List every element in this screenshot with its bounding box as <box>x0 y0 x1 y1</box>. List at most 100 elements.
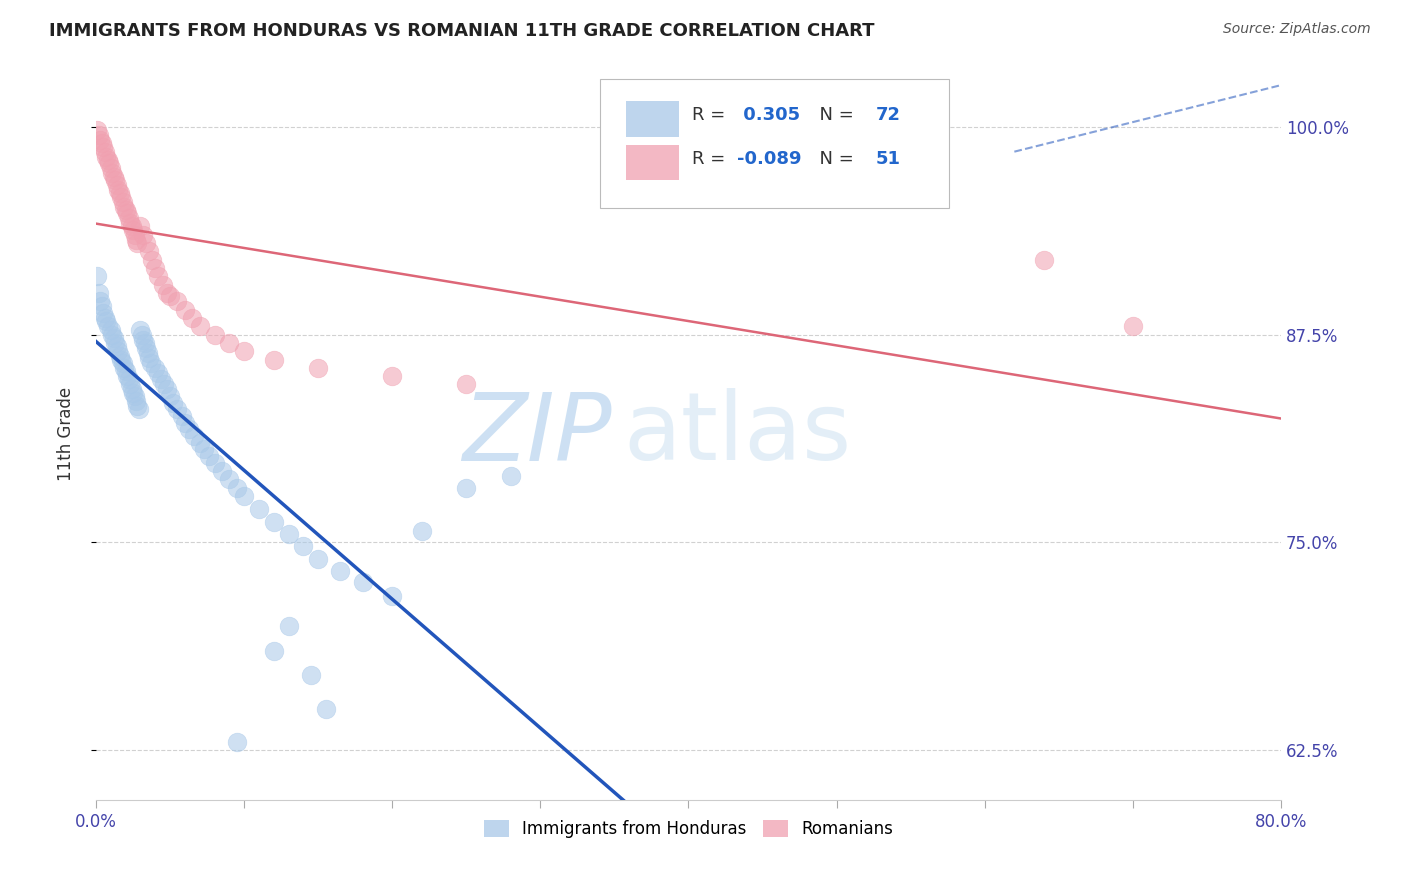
Point <box>225 735 247 749</box>
Point <box>108 186 131 201</box>
Point <box>218 472 240 486</box>
Point <box>134 335 156 350</box>
Point <box>89 294 111 309</box>
Point <box>117 211 139 226</box>
Text: 0.305: 0.305 <box>737 105 800 124</box>
Point <box>121 383 143 397</box>
Point <box>108 349 131 363</box>
Point <box>122 223 145 237</box>
Point <box>135 236 157 251</box>
Point <box>352 575 374 590</box>
Text: 72: 72 <box>876 105 901 124</box>
Point <box>159 289 181 303</box>
Legend: Immigrants from Honduras, Romanians: Immigrants from Honduras, Romanians <box>477 813 900 845</box>
Point <box>96 150 118 164</box>
Point <box>197 449 219 463</box>
Point <box>173 416 195 430</box>
Point <box>139 356 162 370</box>
Point <box>179 422 201 436</box>
Point <box>156 383 179 397</box>
Point <box>193 442 215 457</box>
Point <box>132 227 155 242</box>
Point <box>204 456 226 470</box>
Point <box>263 516 285 530</box>
Point <box>166 294 188 309</box>
Point <box>183 429 205 443</box>
Point <box>115 206 138 220</box>
Point <box>125 233 148 247</box>
Point <box>263 352 285 367</box>
Point <box>156 285 179 300</box>
Point <box>148 269 170 284</box>
Point <box>112 360 135 375</box>
Point <box>181 310 204 325</box>
Point <box>277 527 299 541</box>
Point <box>307 360 329 375</box>
Point <box>94 310 117 325</box>
Point <box>143 360 166 375</box>
Point <box>111 194 134 209</box>
Point <box>218 335 240 350</box>
Point <box>87 128 110 142</box>
Point <box>1033 252 1056 267</box>
Point <box>104 335 127 350</box>
Point <box>103 331 125 345</box>
Point <box>129 323 152 337</box>
Point <box>98 156 121 170</box>
Point <box>132 333 155 347</box>
Point <box>143 261 166 276</box>
Point <box>292 539 315 553</box>
Point <box>247 502 270 516</box>
Point <box>93 306 115 320</box>
Point <box>159 389 181 403</box>
Point <box>138 351 160 365</box>
Point <box>91 136 114 151</box>
Point <box>127 399 149 413</box>
Text: IMMIGRANTS FROM HONDURAS VS ROMANIAN 11TH GRADE CORRELATION CHART: IMMIGRANTS FROM HONDURAS VS ROMANIAN 11T… <box>49 22 875 40</box>
Point <box>315 702 337 716</box>
Text: Source: ZipAtlas.com: Source: ZipAtlas.com <box>1223 22 1371 37</box>
Point <box>114 364 136 378</box>
Point <box>138 244 160 259</box>
Text: ZIP: ZIP <box>461 389 612 480</box>
Point <box>96 314 118 328</box>
Point <box>166 402 188 417</box>
Point <box>104 173 127 187</box>
Point <box>107 344 129 359</box>
Point <box>1122 319 1144 334</box>
Point <box>114 202 136 217</box>
Point <box>153 377 176 392</box>
Point <box>233 489 256 503</box>
FancyBboxPatch shape <box>599 79 949 208</box>
Point <box>263 643 285 657</box>
Text: -0.089: -0.089 <box>737 150 801 168</box>
Point <box>136 346 159 360</box>
Point <box>105 178 128 192</box>
Point <box>499 469 522 483</box>
Point <box>456 481 478 495</box>
Point <box>299 668 322 682</box>
Point <box>86 123 108 137</box>
Point <box>124 389 146 403</box>
Point <box>91 299 114 313</box>
Point <box>86 269 108 284</box>
Point <box>121 219 143 234</box>
Text: atlas: atlas <box>623 388 852 481</box>
Point <box>411 524 433 538</box>
Text: N =: N = <box>808 150 859 168</box>
Text: R =: R = <box>692 105 731 124</box>
Point <box>173 302 195 317</box>
Point <box>127 236 149 251</box>
Text: N =: N = <box>808 105 859 124</box>
Bar <box>626 145 679 180</box>
Point <box>381 369 404 384</box>
Point <box>128 402 150 417</box>
Point <box>110 352 132 367</box>
Point <box>117 372 139 386</box>
Point <box>124 227 146 242</box>
Point <box>162 396 184 410</box>
Point <box>107 183 129 197</box>
Point <box>94 145 117 159</box>
Point <box>152 277 174 292</box>
Point <box>93 139 115 153</box>
